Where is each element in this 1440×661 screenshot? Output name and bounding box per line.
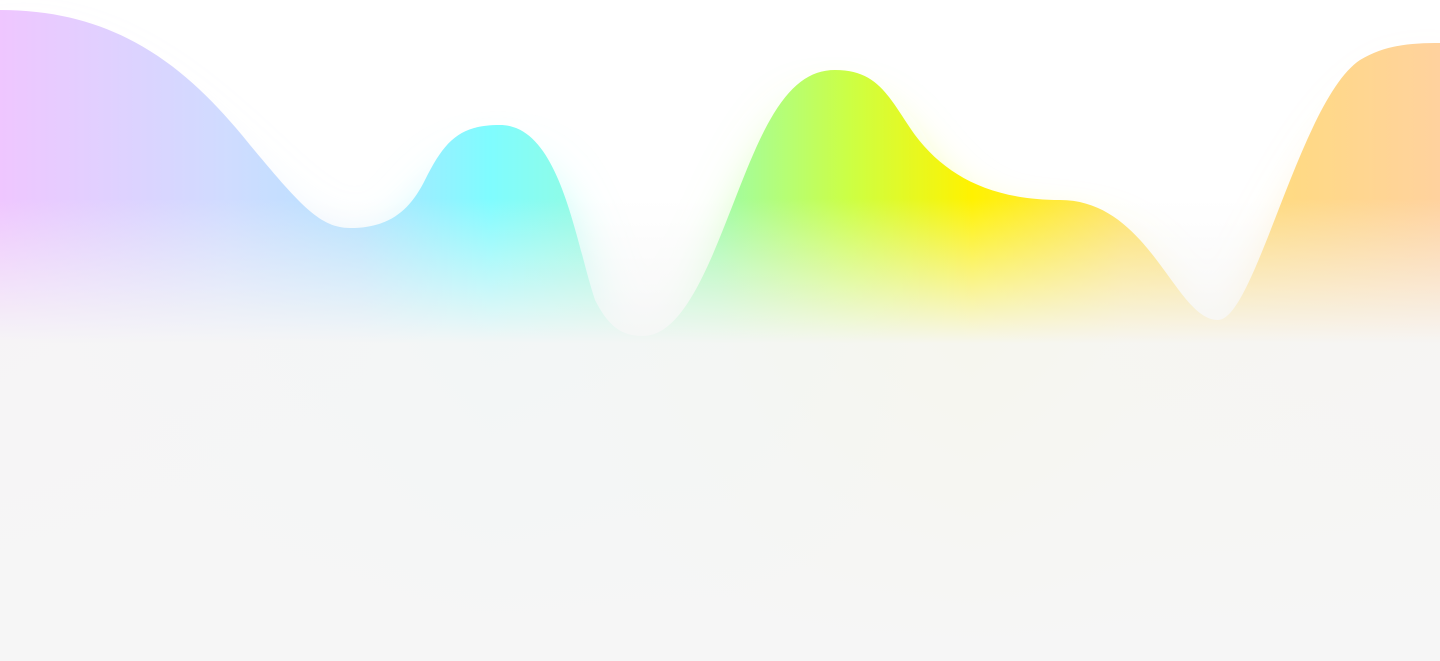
gradient-wave-graphic	[0, 0, 1440, 661]
wave-background	[0, 0, 1440, 661]
bottom-fade	[0, 0, 1440, 661]
